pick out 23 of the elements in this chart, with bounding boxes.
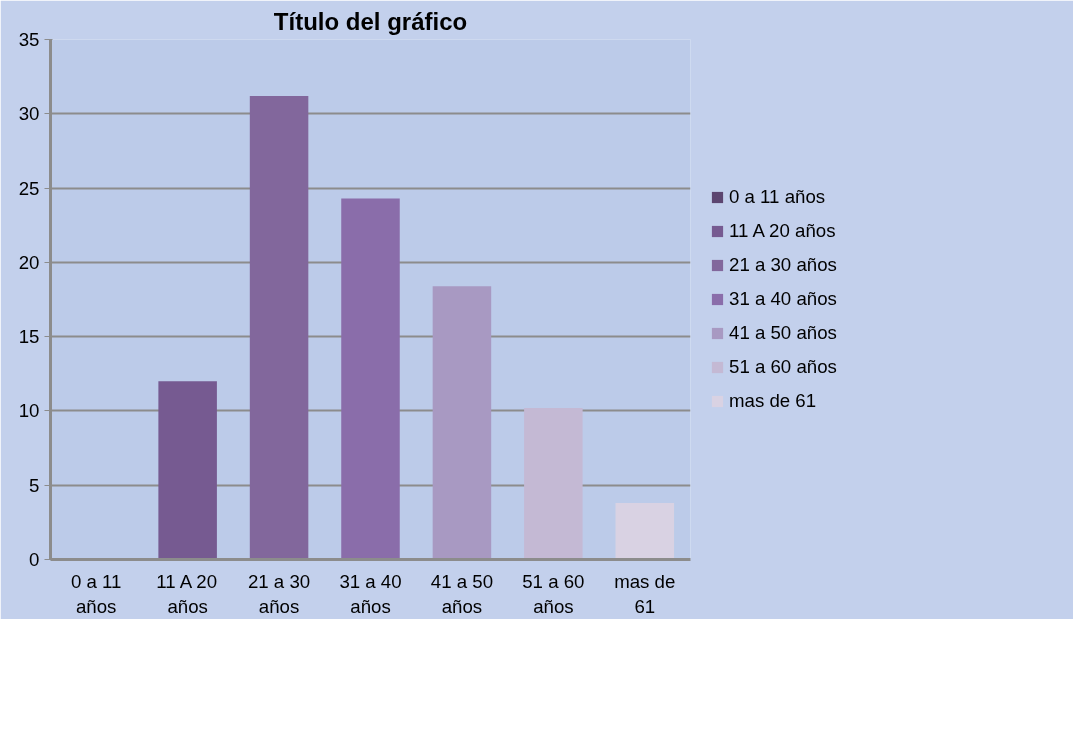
y-tick-label: 35 [18,29,40,50]
x-tick-label: 41 a 50 años [430,570,494,617]
y-tick-label: 25 [18,177,40,199]
y-tick-label: 5 [29,474,40,496]
x-tick-label: 0 a 11 años [70,570,122,617]
y-tick-label: 30 [18,103,40,125]
legend-label: 21 a 30 años [729,254,837,276]
legend-label: 0 a 11 años [729,186,826,208]
legend-label: 41 a 50 años [729,322,837,344]
legend-label: mas de 61 [729,390,817,412]
y-tick-label: 10 [18,400,40,422]
legend-label: 11 A 20 años [729,220,836,242]
y-tick-label: 15 [18,326,40,348]
y-tick-label: 0 [29,549,40,570]
x-tick-label: 21 a 30 años [247,570,311,617]
y-tick-label: 20 [18,251,40,273]
x-tick-label: 51 a 60 años [522,570,585,617]
x-tick-label: 11 A 20 años [156,570,218,617]
legend-label: 51 a 60 años [729,356,837,378]
x-tick-label: mas de 61 [614,570,676,617]
legend-label: 31 a 40 años [729,288,837,310]
x-tick-label: 31 a 40 años [339,570,402,617]
chart-title: Título del gráfico [273,7,468,35]
